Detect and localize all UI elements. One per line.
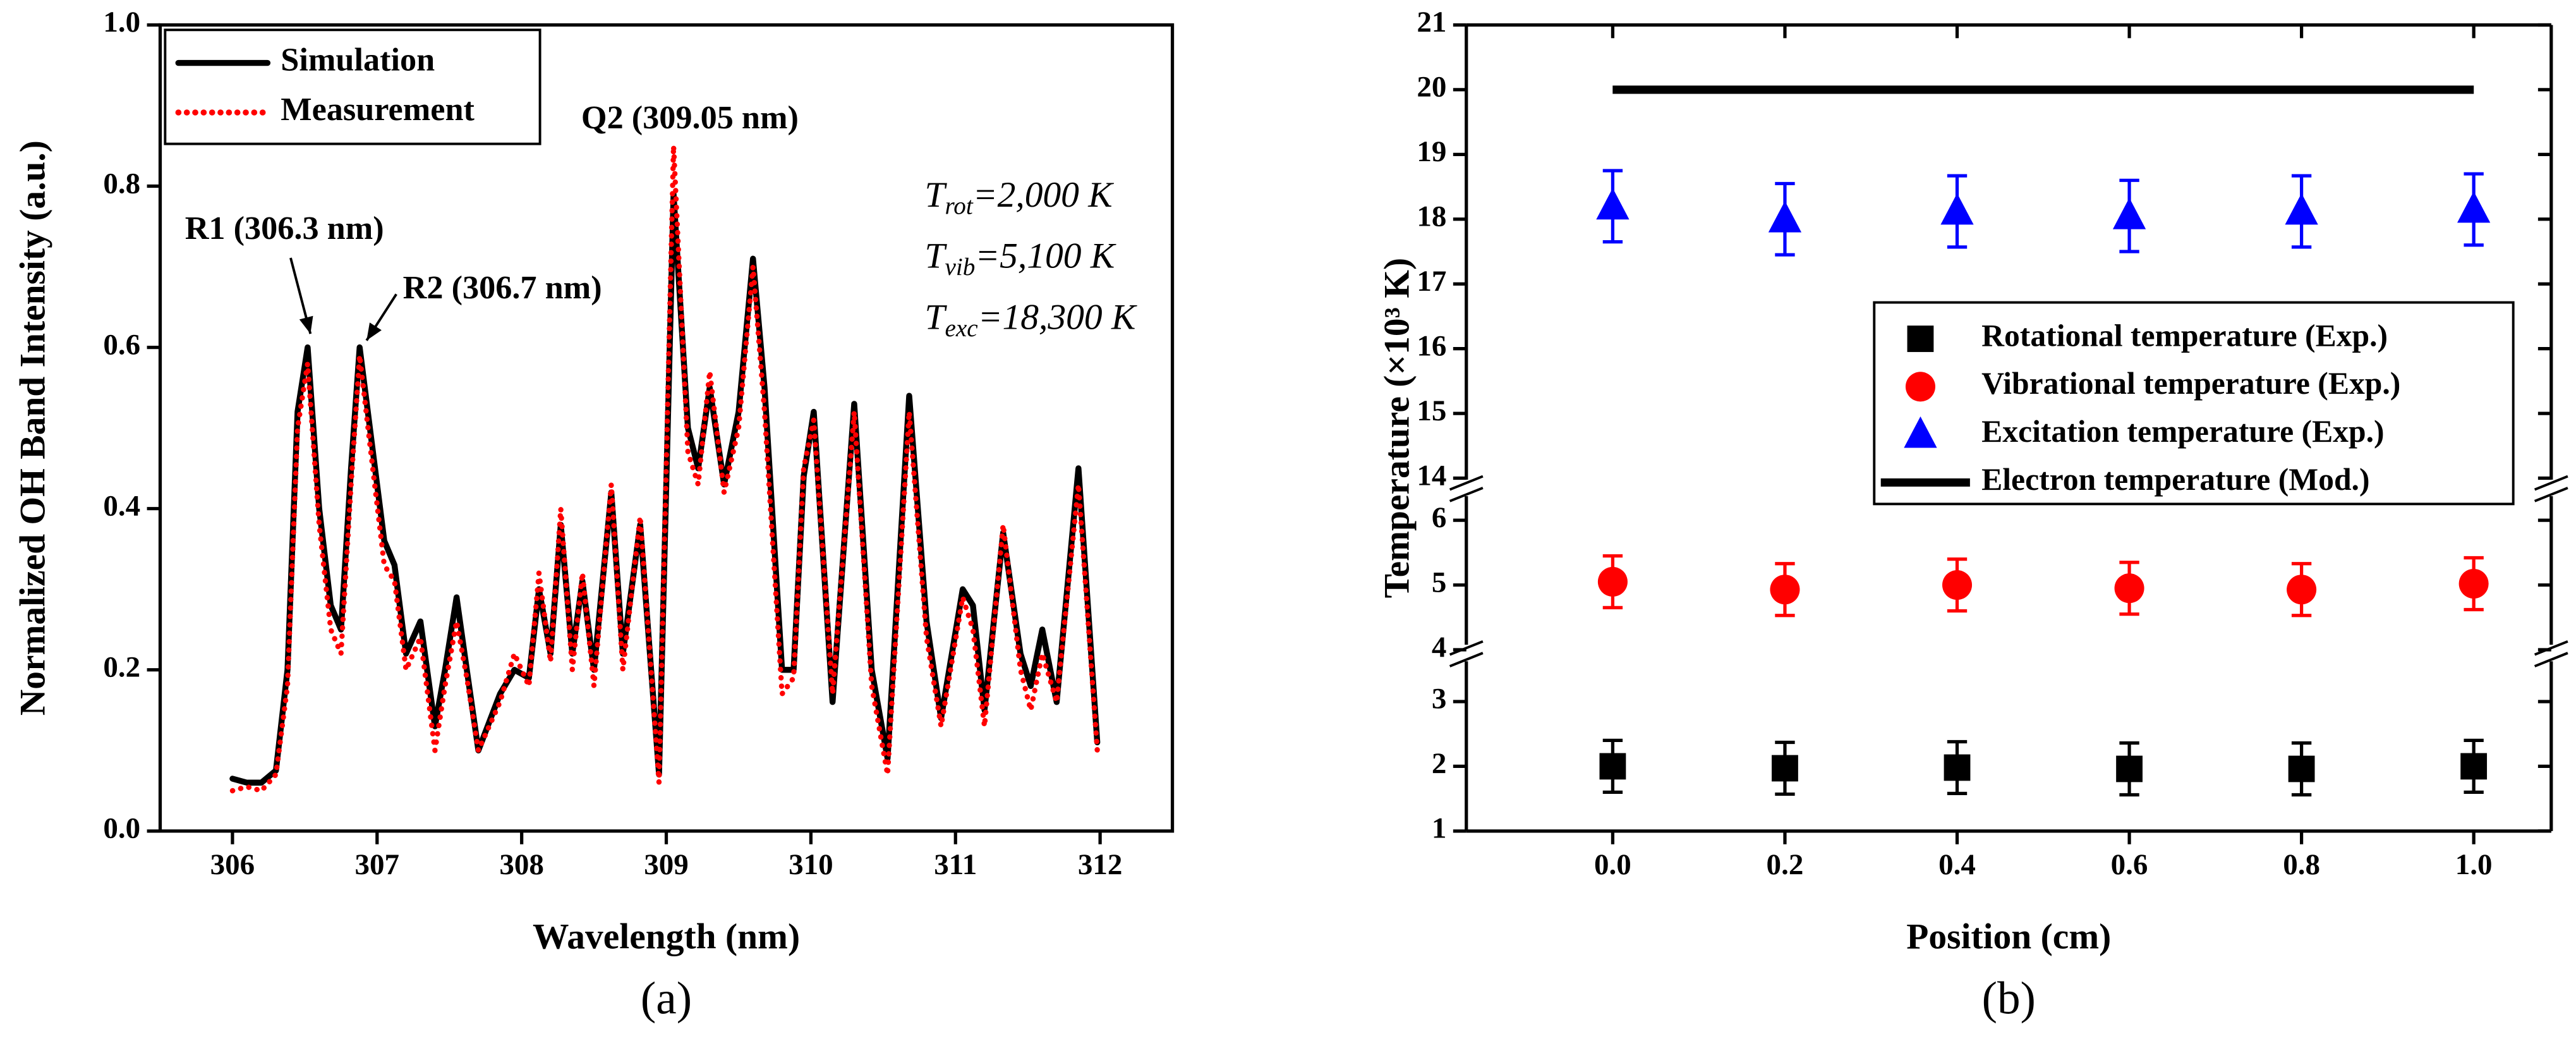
y-tick-label: 6 [1432,501,1447,534]
x-tick-label: 0.4 [1938,848,1976,881]
text: =2,000 K [973,175,1115,215]
marker [2116,755,2143,782]
text: =18,300 K [978,297,1137,337]
y-tick-label: 1 [1432,812,1447,845]
y-tick-label: 0.0 [103,812,140,845]
legend-label: Measurement [281,91,475,128]
marker [1942,570,1973,600]
x-tick-label: 0.8 [2283,848,2320,881]
legend-box [1873,301,2515,506]
axis-break [2534,640,2568,656]
y-tick-label: 1.0 [103,6,140,39]
temperature-label: Tvib=5,100 K [925,236,1116,281]
y-tick-label: 4 [1432,631,1447,664]
marker [2114,573,2144,604]
temperature-label: Trot=2,000 K [925,175,1115,219]
axis-break [1449,475,1484,491]
x-tick-label: 0.6 [2111,848,2148,881]
marker [1768,201,1802,233]
subscript: rot [945,193,974,220]
y-tick-label: 14 [1417,459,1446,492]
caption: (b) [1982,972,2036,1023]
y-tick-label: 2 [1432,747,1447,780]
y-tick-label: 20 [1417,71,1446,104]
marker [1770,575,1800,605]
arrow-head [299,315,313,334]
legend-swatch [1905,372,1935,402]
marker [2457,191,2491,223]
annotation: R2 (306.7 nm) [403,269,602,306]
x-tick-label: 312 [1078,848,1123,881]
legend-swatch [1904,416,1937,448]
marker [1599,753,1626,780]
temperature-label: Texc=18,300 K [925,297,1137,341]
y-tick-label: 21 [1417,6,1446,39]
legend-box [164,28,541,145]
legend-label: Electron temperature (Mod.) [1981,462,2369,497]
x-tick-label: 0.0 [1594,848,1631,881]
marker [2458,568,2489,599]
axis-break [2534,487,2568,502]
symbol: T [925,236,948,276]
marker [2287,575,2317,605]
x-axis-title: Wavelength (nm) [533,917,800,957]
x-tick-label: 1.0 [2455,848,2493,881]
legend-swatch [1907,326,1934,352]
legend-label: Rotational temperature (Exp.) [1981,318,2388,353]
marker [2288,755,2315,782]
marker [2112,197,2146,229]
marker [1944,754,1971,781]
axis-break [2534,475,2568,491]
legend-label: Vibrational temperature (Exp.) [1981,366,2400,401]
subscript: vib [945,253,976,281]
symbol: T [925,175,948,215]
x-tick-label: 307 [355,848,400,881]
marker [2460,753,2488,780]
legend-label: Excitation temperature (Exp.) [1981,414,2384,449]
y-tick-label: 19 [1417,135,1446,168]
y-tick-label: 0.6 [103,328,140,361]
symbol: T [925,297,948,337]
axis-break [2534,652,2568,667]
legend-label: Simulation [281,42,435,78]
marker [1772,755,1798,782]
axis-break [1449,487,1484,502]
x-tick-label: 308 [499,848,544,881]
x-axis-title: Position (cm) [1906,917,2111,957]
y-tick-label: 18 [1417,200,1446,233]
y-tick-label: 0.2 [103,651,140,684]
marker [1940,193,1974,225]
y-axis-title: Normalized OH Band Intensity (a.u.) [13,140,53,715]
x-tick-label: 311 [934,848,977,881]
y-tick-label: 3 [1432,683,1447,715]
subscript: exc [945,315,978,342]
y-axis-title: Temperature (×10³ K) [1377,258,1417,599]
annotation: Q2 (309.05 nm) [581,99,799,136]
y-tick-label: 16 [1417,329,1446,362]
text: =5,100 K [975,236,1116,276]
x-tick-label: 306 [210,848,255,881]
marker [1597,566,1628,597]
y-tick-label: 5 [1432,566,1447,599]
x-tick-label: 309 [644,848,689,881]
marker [2285,193,2318,225]
y-tick-label: 0.8 [103,167,140,200]
x-tick-label: 0.2 [1767,848,1804,881]
y-tick-label: 0.4 [103,489,140,522]
y-tick-label: 15 [1417,394,1446,427]
y-tick-label: 17 [1417,265,1446,298]
series-line [229,143,1100,794]
caption: (a) [641,972,692,1023]
annotation: R1 (306.3 nm) [185,210,384,247]
x-tick-label: 310 [789,848,833,881]
arrow-head [366,322,382,341]
marker [1596,188,1630,220]
axis-break [1449,640,1484,656]
axis-break [1449,652,1484,667]
